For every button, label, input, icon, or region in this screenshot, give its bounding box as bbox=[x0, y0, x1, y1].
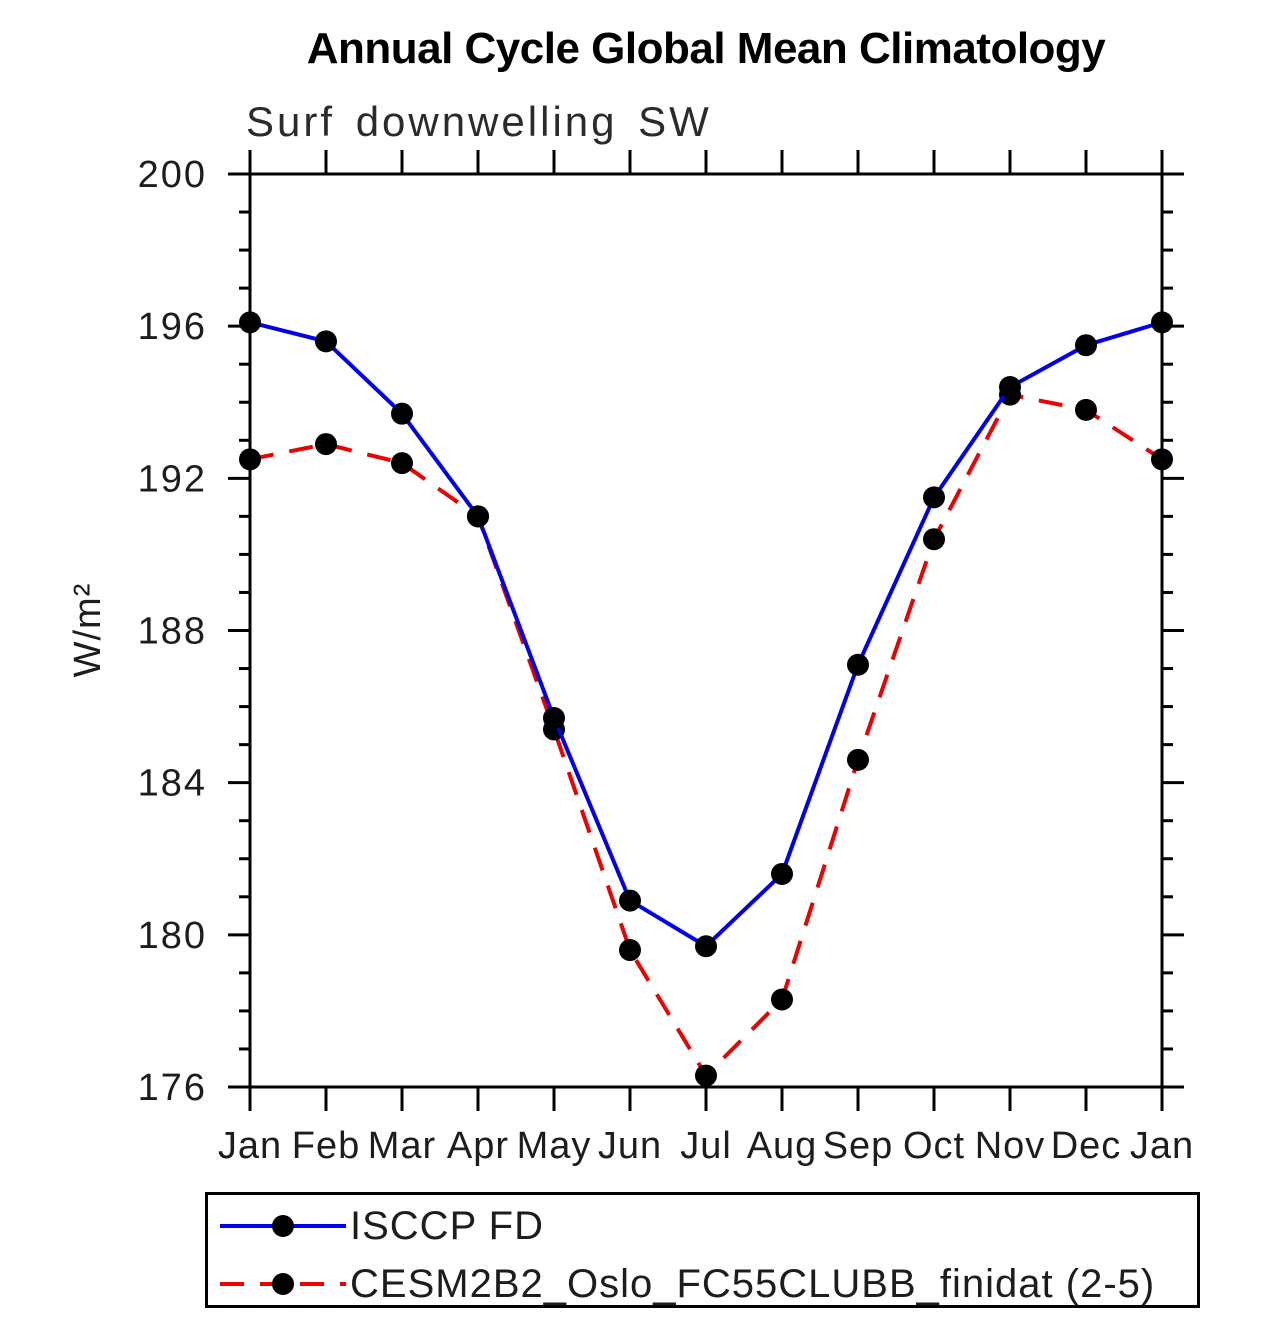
series-0-marker bbox=[1151, 311, 1173, 334]
x-axis-ticks bbox=[248, 150, 1164, 1111]
series-0-marker bbox=[923, 486, 945, 509]
x-tick-label: Oct bbox=[903, 1125, 965, 1167]
x-tick-label: Apr bbox=[447, 1125, 509, 1167]
y-tick-label: 192 bbox=[138, 458, 207, 500]
legend-sample-marker bbox=[272, 1273, 294, 1295]
series-1 bbox=[239, 383, 1173, 1087]
x-tick-label: Nov bbox=[975, 1125, 1046, 1167]
y-tick-label: 180 bbox=[138, 915, 207, 957]
x-tick-label: Jan bbox=[1130, 1125, 1194, 1167]
legend-sample-marker bbox=[272, 1215, 294, 1237]
y-axis-ticks bbox=[228, 172, 1184, 1089]
y-axis-title: W/m² bbox=[67, 583, 109, 678]
y-tick-label: 184 bbox=[138, 763, 207, 805]
legend-entry-isccp-fd: ISCCP FD bbox=[216, 1203, 544, 1249]
series-1-line bbox=[249, 392, 1164, 1079]
series-0-line bbox=[249, 320, 1163, 949]
x-tick-label: Sep bbox=[823, 1125, 894, 1167]
series-1-marker bbox=[923, 528, 945, 551]
series-1-marker bbox=[239, 448, 261, 471]
chart-subtitle: Surf downwelling SW bbox=[246, 98, 712, 145]
series-1-marker bbox=[619, 939, 641, 962]
x-tick-label: Jun bbox=[598, 1125, 662, 1167]
x-tick-label: Jul bbox=[680, 1125, 732, 1167]
x-axis-tick-labels: Jan Feb Mar Apr May Jun Jul Aug Sep Oct Nov Dec Jan bbox=[218, 1125, 1194, 1167]
x-tick-label: Jan bbox=[218, 1125, 282, 1167]
legend-box: ISCCP FD CESM2B2_Oslo_FC55CLUBB_finidat … bbox=[205, 1192, 1200, 1308]
y-tick-label: 200 bbox=[138, 154, 207, 196]
series-0-marker bbox=[391, 402, 413, 425]
series-1-marker bbox=[1075, 398, 1097, 421]
series-1-marker bbox=[847, 748, 869, 771]
legend-label-cesm2b2: CESM2B2_Oslo_FC55CLUBB_finidat (2-5) bbox=[350, 1262, 1156, 1306]
legend-label-isccp-fd: ISCCP FD bbox=[350, 1204, 544, 1248]
series-0-marker bbox=[543, 706, 565, 729]
series-0-marker bbox=[619, 889, 641, 912]
series-0-marker bbox=[847, 653, 869, 676]
y-tick-label: 176 bbox=[138, 1067, 207, 1109]
legend-line-sample-dashed bbox=[220, 1273, 346, 1295]
series-0-marker bbox=[467, 505, 489, 528]
legend-entry-cesm2b2: CESM2B2_Oslo_FC55CLUBB_finidat (2-5) bbox=[216, 1261, 1155, 1307]
legend-line-sample-solid bbox=[220, 1215, 346, 1237]
series-1-marker bbox=[771, 988, 793, 1011]
chart-title: Annual Cycle Global Mean Climatology bbox=[306, 24, 1106, 73]
x-tick-label: Aug bbox=[747, 1125, 818, 1167]
x-tick-label: May bbox=[517, 1125, 592, 1167]
x-tick-label: Feb bbox=[292, 1125, 360, 1167]
series-0-marker bbox=[315, 330, 337, 353]
series-0-marker bbox=[239, 311, 261, 334]
x-tick-label: Dec bbox=[1051, 1125, 1122, 1167]
y-tick-label: 188 bbox=[138, 611, 207, 653]
series-0-marker bbox=[695, 935, 717, 958]
series-0-marker bbox=[999, 376, 1021, 399]
y-axis-tick-labels: 176 180 184 188 192 196 200 bbox=[138, 154, 207, 1109]
series-0-marker bbox=[1075, 334, 1097, 357]
x-tick-label: Mar bbox=[368, 1125, 436, 1167]
y-tick-label: 196 bbox=[138, 306, 207, 348]
series-1-marker bbox=[391, 452, 413, 475]
series-0-marker bbox=[771, 862, 793, 885]
series-1-marker bbox=[315, 433, 337, 456]
series-0 bbox=[239, 311, 1173, 958]
series-1-marker bbox=[695, 1064, 717, 1087]
series-1-marker bbox=[1151, 448, 1173, 471]
